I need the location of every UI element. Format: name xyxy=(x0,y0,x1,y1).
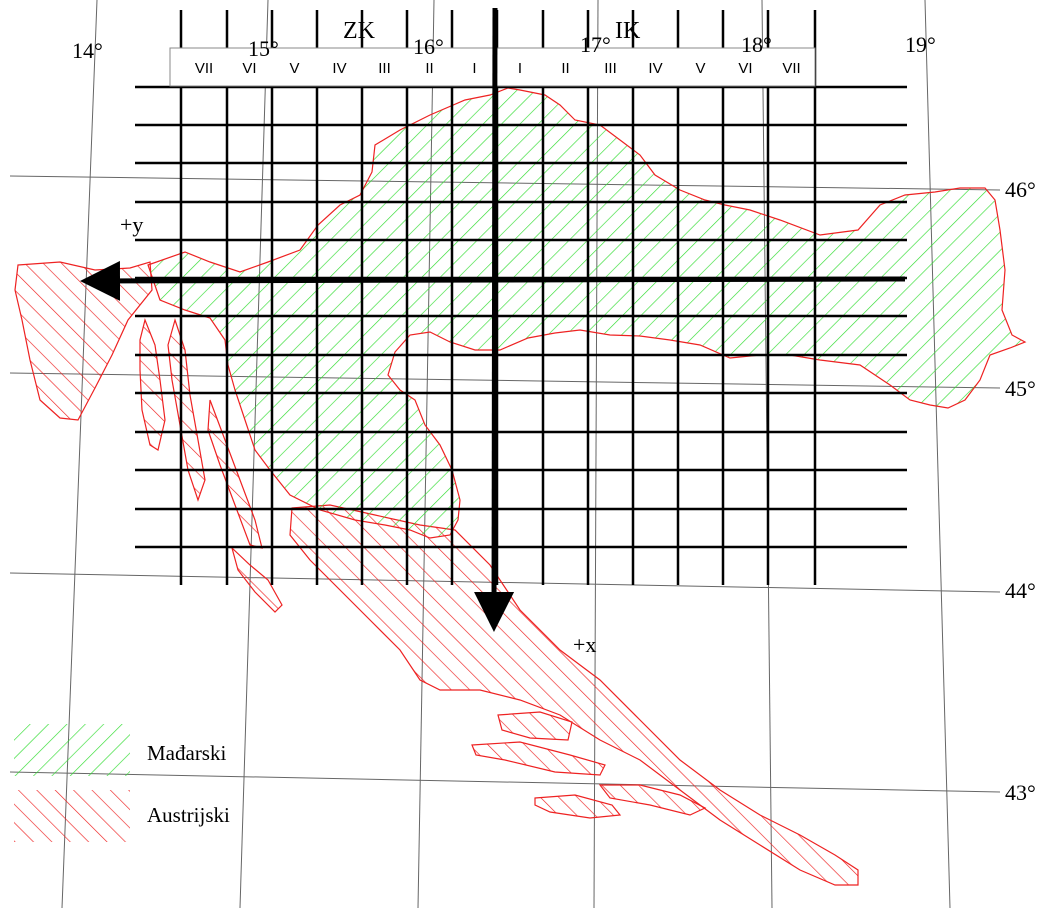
column-label-east-vii: VII xyxy=(782,60,800,77)
meridian-15 xyxy=(239,0,269,908)
column-label-east-iii: III xyxy=(604,60,617,77)
coordinate-axes: +y +x xyxy=(80,7,906,657)
legend: Mađarski Austrijski xyxy=(14,724,230,842)
column-label-east-vi: VI xyxy=(738,60,752,77)
column-labels: VII VI V IV III II I I II III IV V VI VII xyxy=(195,60,801,77)
y-axis-arrow xyxy=(80,260,906,301)
hungarian-region-group xyxy=(147,87,1027,539)
parallel-44 xyxy=(9,572,1001,593)
axis-x-label: +x xyxy=(573,632,596,657)
legend-label-austrian: Austrijski xyxy=(147,803,230,827)
lon-label-17: 17° xyxy=(580,32,611,57)
axis-y-label: +y xyxy=(120,212,143,237)
lon-label-16: 16° xyxy=(413,34,444,59)
hungarian-region xyxy=(147,87,1027,539)
legend-label-hungarian: Mađarski xyxy=(147,741,226,765)
latitude-labels: 46° 45° 44° 43° xyxy=(1005,177,1036,805)
island-6 xyxy=(471,741,606,776)
lat-label-43: 43° xyxy=(1005,780,1036,805)
lat-label-46: 46° xyxy=(1005,177,1036,202)
island-4 xyxy=(230,546,283,613)
island-2 xyxy=(167,317,206,502)
lon-label-15: 15° xyxy=(248,36,279,61)
lon-label-18: 18° xyxy=(741,32,772,57)
lon-label-19: 19° xyxy=(905,32,936,57)
legend-swatch-hungarian xyxy=(14,724,130,776)
column-label-east-iv: IV xyxy=(648,60,662,77)
column-label-east-v: V xyxy=(695,60,705,77)
column-label-west-vii: VII xyxy=(195,60,213,77)
istria-region xyxy=(14,261,153,421)
column-label-west-i: I xyxy=(472,60,476,77)
meridian-19 xyxy=(924,0,951,908)
island-5 xyxy=(497,711,573,741)
column-label-west-iv: IV xyxy=(332,60,346,77)
austrian-regions xyxy=(14,261,859,886)
island-1 xyxy=(139,318,166,451)
x-axis-arrow xyxy=(474,7,515,632)
longitude-labels: 14° 15° 16° 17° 18° 19° xyxy=(72,32,936,63)
parallel-43 xyxy=(9,771,1001,793)
lat-label-44: 44° xyxy=(1005,578,1036,603)
legend-swatch-austrian xyxy=(14,790,130,842)
dalmatia-region xyxy=(289,504,859,886)
column-label-west-ii: II xyxy=(425,60,433,77)
column-label-east-i: I xyxy=(518,60,522,77)
zone-east-label: IK xyxy=(615,18,641,44)
lat-label-45: 45° xyxy=(1005,376,1036,401)
island-7 xyxy=(534,794,622,819)
island-8 xyxy=(598,784,707,816)
column-label-east-ii: II xyxy=(561,60,569,77)
zone-west-label: ZK xyxy=(343,18,376,44)
column-label-west-iii: III xyxy=(378,60,391,77)
lon-label-14: 14° xyxy=(72,38,103,63)
column-label-west-vi: VI xyxy=(242,60,256,77)
column-label-west-v: V xyxy=(289,60,299,77)
